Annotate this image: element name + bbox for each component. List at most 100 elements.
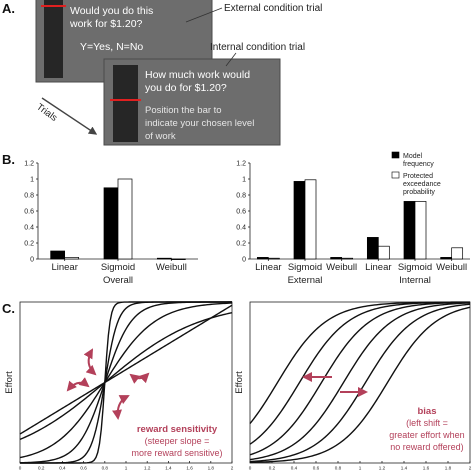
external-bar-marker (41, 5, 66, 7)
group-label: External (288, 275, 323, 286)
category-label: Sigmoid (101, 262, 135, 273)
external-question-line1: Would you do this (70, 5, 153, 17)
internal-instruction-line2: indicate your chosen level (145, 118, 254, 129)
series-line (249, 302, 471, 461)
x-tick-label: 1 (125, 466, 128, 471)
condition-model-comparison-chart: 0 0.2 0.4 0.6 0.8 1 1.2 Linear Sigmoid Weibull Lin… (236, 161, 470, 286)
category-label: Linear (255, 262, 281, 273)
legend: Model frequency Protected exceedance pro… (391, 151, 441, 196)
bias-line1: (left shift = (406, 418, 448, 428)
bias-line2: greater effort when (389, 430, 464, 440)
x-tick-label: 2 (469, 466, 472, 471)
internal-caption-pointer (225, 52, 237, 67)
x-tick-label: 1.2 (144, 466, 151, 471)
internal-question-line2: you do for $1.20? (145, 82, 227, 94)
x-tick-label: 1.4 (165, 466, 172, 471)
category-label: Weibull (436, 262, 467, 273)
y-tick-label: 0.8 (24, 193, 34, 200)
y-tick-label: 0 (30, 257, 34, 264)
trials-label: Trials (34, 102, 59, 124)
internal-instruction-line1: Position the bar to (145, 105, 222, 116)
bias-line3: no reward offered) (390, 442, 463, 452)
bar (267, 257, 280, 260)
reward-sensitivity-annotation: reward sensitivity (steeper slope = more… (66, 348, 223, 458)
x-tick-label: 1.6 (186, 466, 193, 471)
internal-instruction-line3: of work (145, 131, 176, 142)
rotate-arrow-lower (112, 395, 130, 420)
internal-question-line1: How much work would (145, 69, 250, 81)
bar (170, 258, 186, 260)
x-tick-label: 0.8 (102, 466, 109, 471)
bar (366, 237, 379, 260)
external-caption-pointer (185, 7, 223, 23)
internal-effort-bar (113, 65, 138, 142)
y-axis-label: Effort (4, 371, 15, 394)
x-tick-label: 0.6 (80, 466, 87, 471)
internal-caption: Internal condition trial (210, 42, 305, 53)
bias-plot: 0 0.2 0.4 0.6 0.8 1 1.2 1.4 1.6 1.8 2 Effort (234, 301, 472, 471)
x-tick-label: 0.8 (335, 466, 342, 471)
series-line (249, 301, 471, 445)
y-tick-label: 0.6 (24, 209, 34, 216)
bar (341, 257, 354, 260)
series-line (19, 312, 233, 441)
reward-sensitivity-line1: (steeper slope = (145, 436, 210, 446)
x-tick-label: 0.2 (269, 466, 276, 471)
bias-annotation: bias (left shift = greater effort when n… (302, 372, 465, 452)
category-label: Weibull (326, 262, 357, 273)
x-tick-label: 1.2 (379, 466, 386, 471)
bar (403, 201, 416, 260)
x-tick-label: 1.8 (208, 466, 215, 471)
y-tick-label: 0.2 (24, 241, 34, 248)
y-tick-label: 0.2 (236, 241, 246, 248)
bar (440, 257, 453, 260)
bar (304, 179, 317, 260)
legend-exc-line3: probability (403, 189, 435, 196)
series-line (20, 301, 232, 464)
external-response-keys: Y=Yes, N=No (80, 41, 143, 53)
y-tick-label: 1 (242, 177, 246, 184)
reward-sensitivity-title: reward sensitivity (137, 424, 218, 435)
category-label: Linear (365, 262, 391, 273)
bar (64, 257, 80, 260)
legend-exc-line1: Protected (403, 173, 433, 180)
bar (156, 257, 172, 260)
panel-c-label: C. (2, 301, 15, 316)
rotate-arrow-right (129, 372, 150, 384)
series-line (249, 306, 471, 464)
legend-model-line1: Model (403, 153, 423, 160)
legend-swatch-exceedance (391, 171, 400, 179)
y-tick-label: 0.4 (24, 225, 34, 232)
legend-exc-line2: exceedance (403, 181, 441, 188)
category-label: Weibull (156, 262, 187, 273)
x-tick-label: 1.4 (401, 466, 408, 471)
x-tick-label: 2 (231, 466, 234, 471)
external-effort-bar (44, 0, 63, 78)
rotate-arrow-left (66, 377, 90, 392)
bar (293, 181, 306, 260)
bar (451, 247, 464, 260)
overall-model-comparison-chart: 0 0.2 0.4 0.6 0.8 1 1.2 Linear Sigmoid Weibull Ove… (24, 161, 198, 286)
x-tick-label: 0 (249, 466, 252, 471)
x-tick-label: 0.6 (313, 466, 320, 471)
x-tick-label: 1.8 (445, 466, 452, 471)
group-label: Overall (103, 275, 133, 286)
reward-sensitivity-plot: 0 0.2 0.4 0.6 0.8 1 1.2 1.4 1.6 1.8 2 Effort (4, 301, 234, 471)
bar (377, 245, 390, 260)
group-label: Internal (399, 275, 431, 286)
panel-a-label: A. (2, 1, 15, 16)
bar (414, 201, 427, 260)
x-tick-label: 0.2 (38, 466, 45, 471)
bar (330, 257, 343, 260)
x-tick-label: 0 (19, 466, 22, 471)
bar (117, 178, 133, 260)
y-tick-label: 0.6 (236, 209, 246, 216)
y-tick-label: 1 (30, 177, 34, 184)
reward-sensitivity-line2: more reward sensitive) (131, 448, 222, 458)
series-line (19, 304, 233, 435)
x-tick-label: 1 (359, 466, 362, 471)
y-tick-label: 1.2 (24, 161, 34, 168)
bar (256, 257, 269, 260)
category-label: Sigmoid (398, 262, 432, 273)
